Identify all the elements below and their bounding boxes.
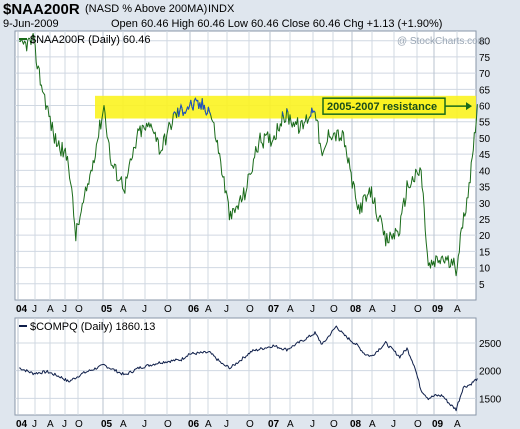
- bottom-panel-x-tick-label: A: [369, 419, 376, 429]
- top-panel-x-tick-label: O: [75, 304, 83, 315]
- top-panel-y-tick-label: 5: [479, 280, 485, 291]
- bottom-panel-x-tick-label: J: [224, 419, 229, 429]
- bottom-panel-x-tick-label: 09: [432, 419, 444, 429]
- watermark: @ StockCharts.com: [397, 36, 486, 47]
- bottom-panel-x-tick-label: 07: [268, 419, 280, 429]
- top-panel-x-tick-label: J: [62, 304, 67, 315]
- bottom-panel-y-tick-label: 1500: [479, 394, 502, 405]
- top-panel-x-tick-label: O: [414, 304, 422, 315]
- top-panel-legend-text: $NAA200R (Daily) 60.46: [30, 34, 150, 46]
- quote-values: Open 60.46 High 60.46 Low 60.46 Close 60…: [111, 18, 443, 30]
- top-panel-x-tick-label: J: [224, 304, 229, 315]
- bottom-panel-x-tick-label: O: [246, 419, 254, 429]
- exchange-label: INDX: [208, 3, 235, 15]
- bottom-panel-legend-text: $COMPQ (Daily) 1860.13: [30, 321, 155, 333]
- top-panel-y-tick-label: 50: [479, 134, 491, 145]
- top-panel-x-tick-label: J: [142, 304, 147, 315]
- bottom-panel-x-tick-label: 04: [16, 419, 28, 429]
- above-band-segment: [177, 97, 212, 117]
- top-panel-y-tick-label: 80: [479, 37, 491, 48]
- bottom-panel-x-tick-label: A: [120, 419, 127, 429]
- bottom-panel-x-tick-label: 05: [101, 419, 113, 429]
- top-panel-x-tick-label: 05: [101, 304, 113, 315]
- top-panel-x-tick-label: O: [164, 304, 172, 315]
- top-panel-x-tick-label: 06: [188, 304, 200, 315]
- top-panel-y-tick-label: 65: [479, 85, 491, 96]
- bottom-panel-x-tick-label: J: [310, 419, 315, 429]
- bottom-panel-x-tick-label: O: [75, 419, 83, 429]
- top-panel-y-tick-label: 30: [479, 199, 491, 210]
- top-panel-x-tick-label: 07: [268, 304, 280, 315]
- top-panel-x-tick-label: O: [246, 304, 254, 315]
- bottom-panel-x-tick-label: 06: [188, 419, 200, 429]
- symbol-description: (NASD % Above 200MA): [85, 3, 208, 15]
- bottom-panel-x-tick-label: J: [62, 419, 67, 429]
- top-panel-y-tick-label: 15: [479, 247, 491, 258]
- above-band-segment: [172, 111, 176, 115]
- bottom-panel-x-tick-label: A: [287, 419, 294, 429]
- quote-date: 9-Jun-2009: [3, 18, 59, 30]
- top-panel-x-tick-label: 04: [16, 304, 28, 315]
- resistance-callout-label: 2005-2007 resistance: [327, 101, 437, 113]
- above-band-segment: [309, 107, 316, 118]
- bottom-panel-x-tick-label: A: [47, 419, 54, 429]
- above-band-segment: [286, 108, 289, 113]
- top-panel-x-tick-label: A: [120, 304, 127, 315]
- top-panel-y-tick-label: 10: [479, 264, 491, 275]
- top-panel-y-tick-label: 55: [479, 118, 491, 129]
- bottom-panel-x-tick-label: O: [414, 419, 422, 429]
- top-panel-x-tick-label: A: [287, 304, 294, 315]
- top-panel-y-tick-label: 45: [479, 150, 491, 161]
- bottom-panel-x-tick-label: A: [205, 419, 212, 429]
- top-panel-x-tick-label: 08: [350, 304, 362, 315]
- top-panel-x-tick-label: A: [47, 304, 54, 315]
- top-panel-x-tick-label: A: [369, 304, 376, 315]
- above-band-segment: [281, 111, 284, 117]
- top-panel-x-tick-label: J: [391, 304, 396, 315]
- top-panel-x-tick-label: A: [454, 304, 461, 315]
- top-panel-x-tick-label: J: [310, 304, 315, 315]
- top-panel-y-tick-label: 70: [479, 69, 491, 80]
- top-panel-y-tick-label: 40: [479, 166, 491, 177]
- top-panel-x-tick-label: A: [205, 304, 212, 315]
- resistance-callout-arrowhead: [466, 102, 472, 111]
- bottom-panel-x-tick-label: 08: [350, 419, 362, 429]
- top-panel-x-tick-label: O: [330, 304, 338, 315]
- bottom-panel-x-tick-label: J: [32, 419, 37, 429]
- top-panel-y-tick-label: 75: [479, 53, 491, 64]
- top-panel-x-tick-label: J: [32, 304, 37, 315]
- top-panel-y-tick-label: 25: [479, 215, 491, 226]
- bottom-panel-y-tick-label: 2000: [479, 367, 502, 378]
- symbol-title: $NAA200R: [3, 1, 80, 18]
- top-panel-y-tick-label: 60: [479, 102, 491, 113]
- top-panel-x-tick-label: 09: [432, 304, 444, 315]
- bottom-panel-y-tick-label: 2500: [479, 339, 502, 350]
- bottom-panel-x-tick-label: A: [454, 419, 461, 429]
- bottom-panel-x-tick-label: O: [330, 419, 338, 429]
- bottom-panel-x-tick-label: O: [164, 419, 172, 429]
- bottom-panel-series-line: [19, 325, 478, 412]
- top-panel-series-line: [18, 33, 478, 277]
- top-panel-plot-area: [14, 30, 477, 301]
- bottom-panel-x-tick-label: J: [142, 419, 147, 429]
- top-panel-y-tick-label: 20: [479, 231, 491, 242]
- bottom-panel-x-tick-label: J: [391, 419, 396, 429]
- top-panel-y-tick-label: 35: [479, 183, 491, 194]
